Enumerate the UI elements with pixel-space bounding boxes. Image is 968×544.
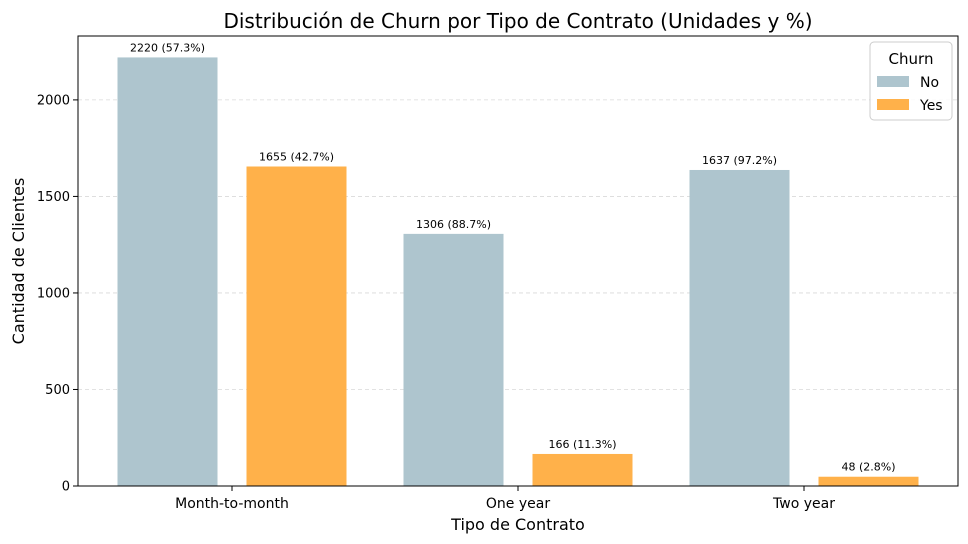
data-label: 1637 (97.2%): [702, 154, 777, 167]
data-label: 1306 (88.7%): [416, 218, 491, 231]
x-axis-title: Tipo de Contrato: [450, 515, 585, 534]
data-label: 166 (11.3%): [548, 438, 616, 451]
bar-no-1: [403, 233, 504, 486]
x-tick-label: One year: [486, 496, 550, 512]
y-tick-label: 0: [62, 480, 70, 495]
bar-yes-0: [246, 166, 347, 486]
y-axis-title: Cantidad de Clientes: [9, 178, 28, 345]
y-tick-label: 1500: [37, 190, 70, 205]
bar-no-2: [689, 169, 790, 486]
data-label: 2220 (57.3%): [130, 41, 205, 54]
chart-title: Distribución de Churn por Tipo de Contra…: [223, 9, 812, 33]
legend-label-no: No: [920, 75, 939, 91]
legend-label-yes: Yes: [919, 98, 943, 114]
legend-swatch-no: [877, 76, 909, 87]
data-label: 48 (2.8%): [841, 461, 895, 474]
bar-yes-1: [532, 453, 633, 486]
legend-swatch-yes: [877, 99, 909, 110]
legend: Churn No Yes: [869, 41, 953, 121]
x-ticks: Month-to-month One year Two year: [175, 486, 835, 512]
bar-yes-2: [818, 476, 919, 486]
x-tick-label: Month-to-month: [175, 496, 289, 512]
data-label: 1655 (42.7%): [259, 151, 334, 164]
bar-no-0: [117, 57, 218, 487]
y-tick-label: 2000: [37, 93, 70, 108]
legend-title: Churn: [889, 50, 934, 68]
y-tick-label: 500: [45, 383, 70, 398]
y-tick-label: 1000: [37, 286, 70, 301]
y-ticks: 0 500 1000 1500 2000: [37, 93, 78, 495]
data-labels: 2220 (57.3%) 1306 (88.7%) 1637 (97.2%) 1655…: [130, 41, 896, 473]
x-tick-label: Two year: [772, 496, 835, 512]
bars: [117, 57, 919, 487]
